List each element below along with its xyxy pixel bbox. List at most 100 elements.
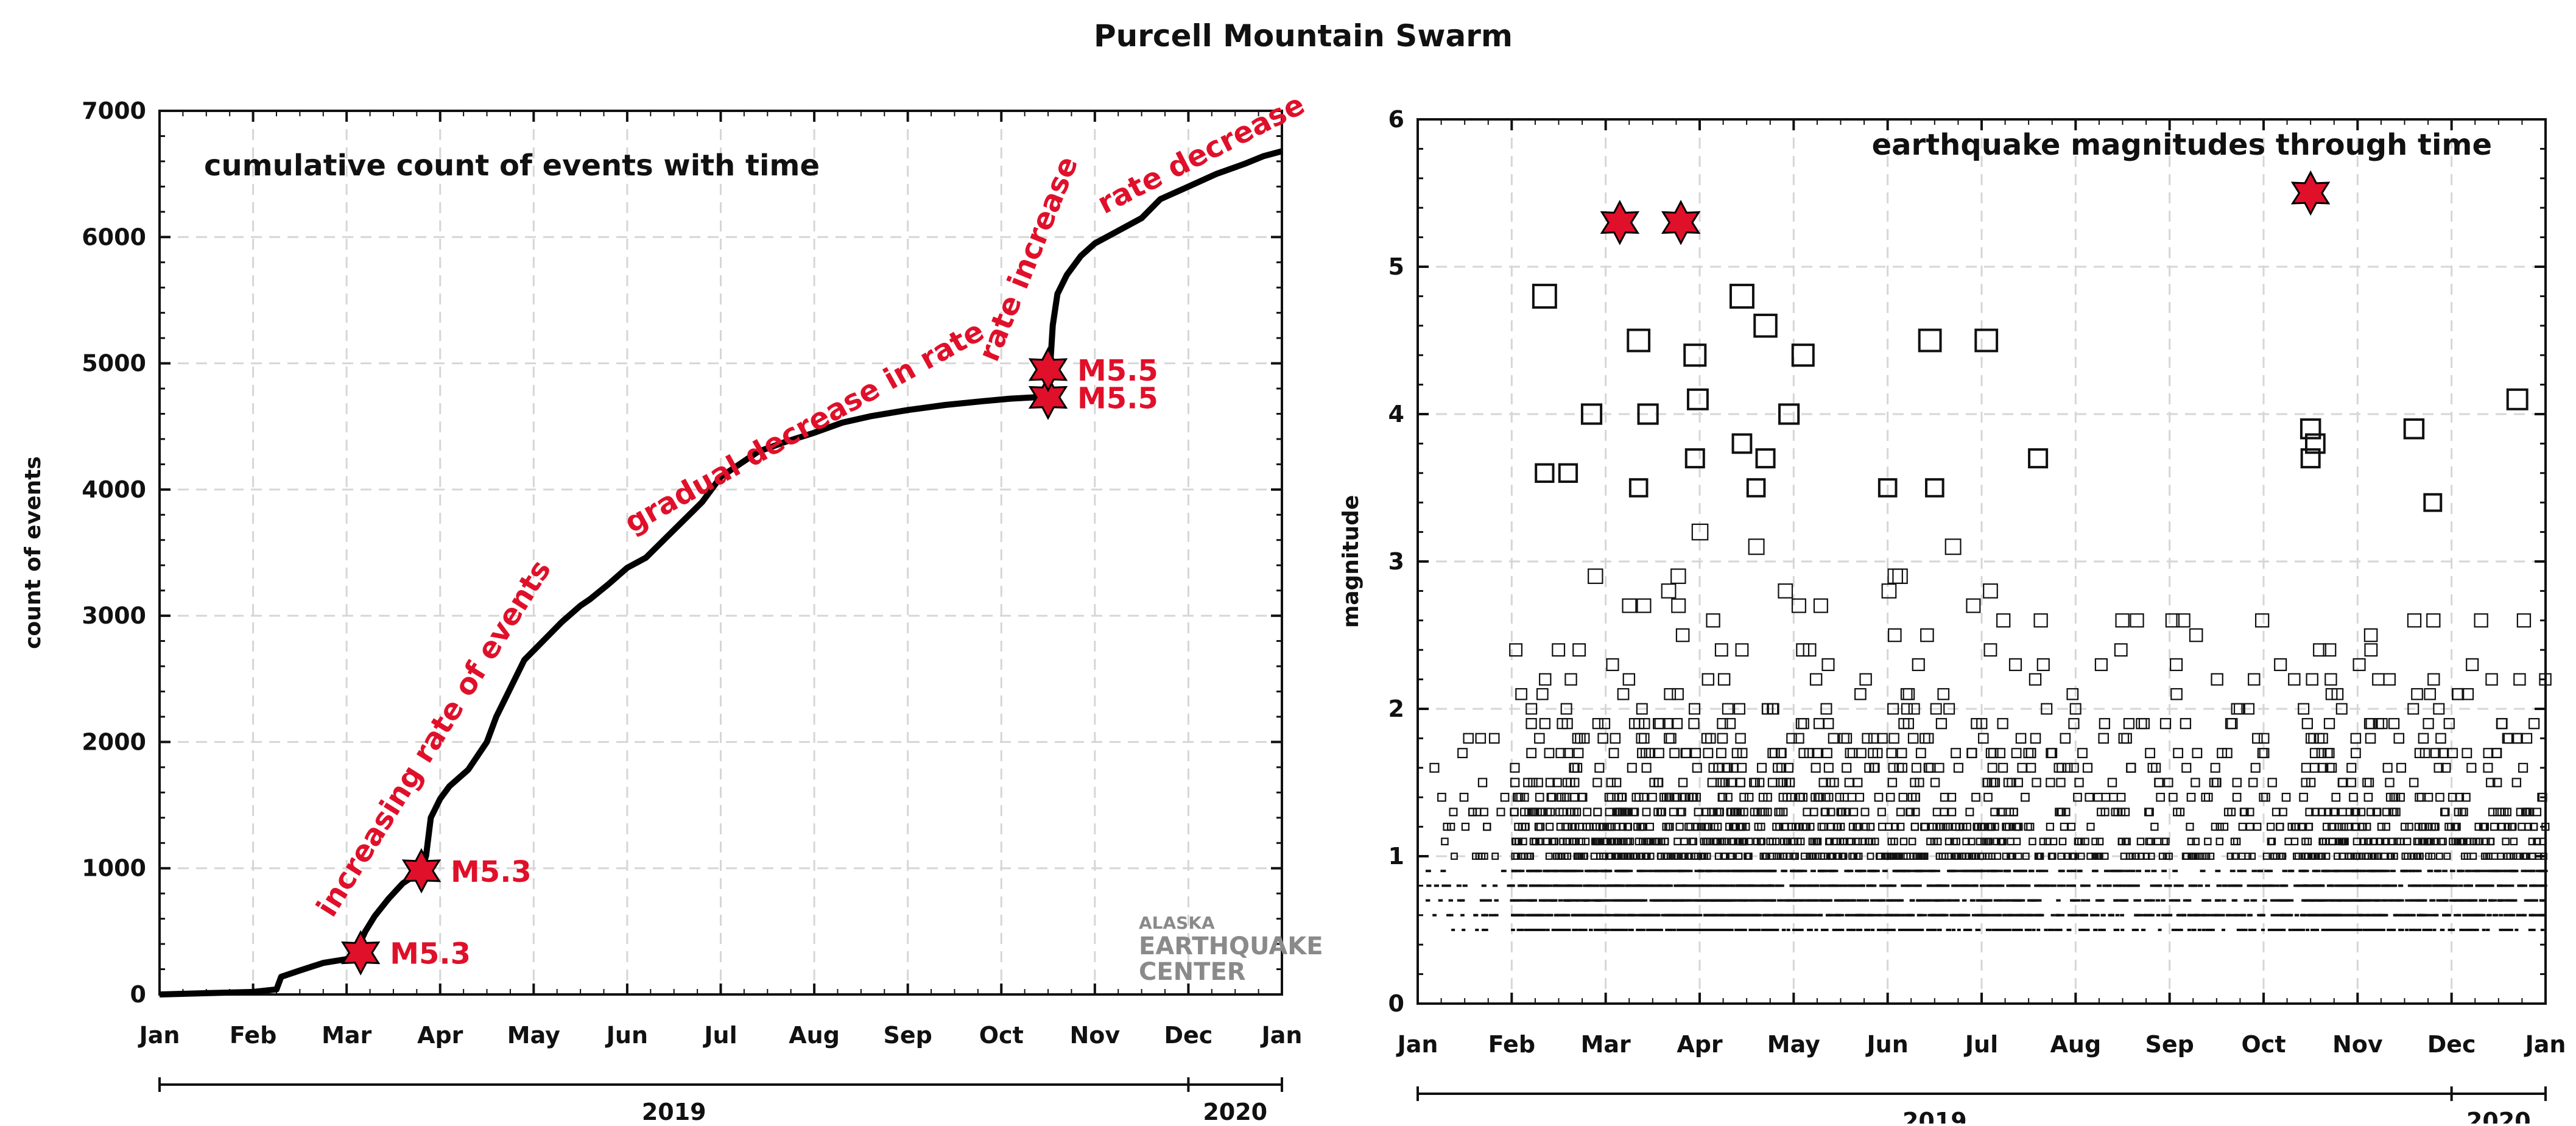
small-event-point: [2248, 778, 2258, 787]
small-event-point: [1856, 899, 1861, 902]
small-event-point: [1997, 870, 2003, 873]
small-event-point: [1563, 822, 1572, 831]
small-event-point: [2393, 733, 2405, 744]
right-ytick-label: 3: [1388, 548, 1404, 575]
small-event-point: [2356, 929, 2360, 931]
small-event-point: [2150, 822, 2159, 831]
small-event-point: [2142, 929, 2146, 931]
right-year-label: 2019: [1902, 1108, 1967, 1124]
small-event-point: [2022, 853, 2030, 860]
small-event-point: [2349, 913, 2354, 917]
small-event-point: [2258, 733, 2270, 744]
small-event-point: [1662, 822, 1670, 831]
small-event-point: [2501, 884, 2507, 887]
small-event-point: [2109, 870, 2115, 873]
small-event-point: [1861, 899, 1867, 902]
small-event-point: [1849, 808, 1859, 817]
small-event-point: [1714, 913, 1718, 917]
small-event-point: [1479, 808, 1488, 817]
small-event-point: [1809, 899, 1814, 902]
small-event-point: [2521, 733, 2533, 744]
small-event-point: [1636, 929, 1640, 931]
small-event-point: [2363, 718, 2376, 730]
small-event-point: [2056, 778, 2066, 787]
small-event-point: [2404, 913, 2409, 917]
small-event-point: [1572, 899, 1578, 902]
small-event-point: [1572, 733, 1583, 744]
small-event-point: [1832, 822, 1841, 831]
small-event-point: [1624, 913, 1628, 917]
small-event-point: [2422, 899, 2427, 902]
small-event-point: [1606, 658, 1619, 671]
small-event-point: [1441, 837, 1449, 846]
small-event-point: [2334, 870, 2340, 873]
small-event-point: [1568, 822, 1576, 831]
small-event-point: [2371, 913, 2376, 917]
small-event-point: [2298, 870, 2304, 873]
small-event-point: [1675, 899, 1680, 902]
small-event-point: [2015, 822, 2023, 831]
small-event-point: [2465, 913, 2469, 917]
small-event-point: [2057, 853, 2065, 860]
small-event-point: [1557, 792, 1566, 802]
small-event-point: [2200, 870, 2206, 873]
small-event-point: [1679, 899, 1684, 902]
small-event-point: [2115, 913, 2120, 917]
small-event-point: [2211, 778, 2221, 787]
small-event-point: [2210, 762, 2220, 773]
small-event-point: [2507, 870, 2513, 873]
small-event-point: [2024, 913, 2029, 917]
small-event-point: [1736, 808, 1745, 817]
small-event-point: [1520, 808, 1529, 817]
small-event-point: [2485, 884, 2490, 887]
small-event-point: [2331, 792, 2341, 802]
right-xtick-label: Jan: [2524, 1031, 2566, 1058]
small-event-point: [1910, 899, 1915, 902]
small-event-point: [1916, 899, 1921, 902]
small-event-point: [1558, 929, 1563, 931]
small-event-point: [2242, 913, 2247, 917]
magnitude-event-point: [1753, 314, 1778, 338]
small-event-point: [2518, 762, 2528, 773]
small-event-point: [1818, 913, 1823, 917]
small-event-point: [2175, 899, 2181, 902]
cumulative-count-line: [159, 148, 1283, 998]
small-event-point: [1509, 884, 1515, 887]
small-event-point: [1926, 929, 1930, 931]
small-event-point: [1868, 733, 1879, 744]
small-event-point: [1463, 733, 1474, 744]
small-event-point: [1614, 837, 1623, 846]
small-event-point: [1864, 762, 1874, 773]
small-event-point: [1492, 884, 1498, 887]
small-event-point: [2073, 792, 2082, 802]
small-event-point: [1650, 870, 1656, 873]
small-event-point: [2164, 778, 2173, 787]
small-event-point: [1425, 870, 1431, 873]
small-event-point: [2322, 822, 2331, 831]
small-event-point: [1554, 913, 1559, 917]
small-event-point: [2015, 853, 2022, 860]
small-event-point: [1639, 899, 1644, 902]
small-event-point: [2053, 762, 2064, 773]
small-event-point: [2335, 703, 2348, 715]
small-event-point: [2289, 913, 2293, 917]
small-event-point: [1950, 899, 1955, 902]
small-event-point: [2415, 792, 2424, 802]
small-event-point: [2162, 913, 2167, 917]
small-event-point: [2130, 870, 2136, 873]
small-event-point: [1630, 913, 1635, 917]
small-event-point: [2443, 718, 2455, 730]
small-event-point: [2145, 808, 2154, 817]
small-event-point: [1552, 778, 1562, 787]
small-event-point: [1488, 913, 1493, 917]
small-event-point: [1592, 718, 1603, 730]
small-event-point: [1663, 899, 1668, 902]
small-event-point: [1927, 884, 1932, 887]
small-event-point: [2293, 929, 2298, 931]
small-event-point: [2381, 899, 2387, 902]
small-event-point: [1516, 913, 1521, 917]
small-event-point: [1847, 837, 1855, 846]
small-event-point: [1668, 853, 1676, 860]
small-event-point: [1916, 884, 1922, 887]
small-event-point: [2015, 733, 2027, 744]
